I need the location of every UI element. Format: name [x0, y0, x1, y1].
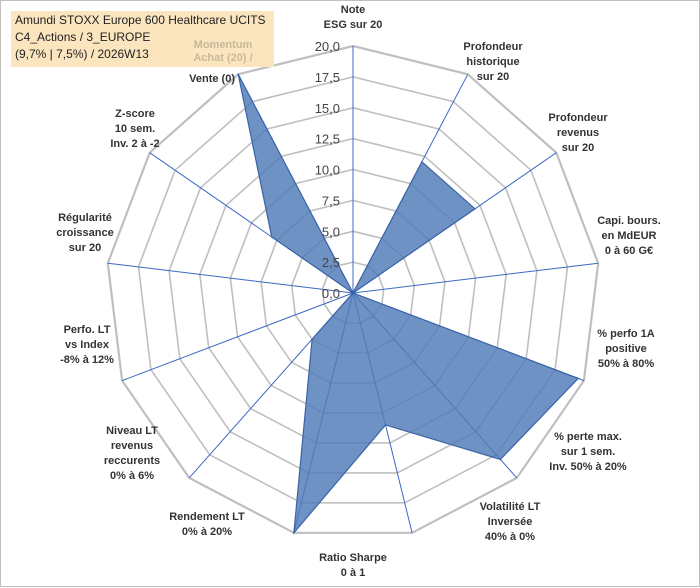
chart-title-box: Amundi STOXX Europe 600 Healthcare UCITS… [11, 11, 274, 67]
axis-label-2-line-1: revenus [557, 127, 599, 139]
axis-label-11-line-0: Régularité [58, 212, 112, 224]
axis-label-5-line-1: sur 1 sem. [561, 446, 615, 458]
axis-label-7-line-0: Ratio Sharpe [319, 552, 387, 564]
axis-label-6-line-2: 40% à 0% [485, 531, 535, 543]
axis-label-5-line-0: % perte max. [554, 431, 622, 443]
axis-label-2: Profondeur revenus sur 20 [548, 112, 608, 154]
axis-label-3-line-1: en MdEUR [602, 230, 657, 242]
legend-line-1: Momentum [193, 39, 253, 51]
tick-label-4: 10,0 [315, 163, 340, 178]
tick-label-3: 7,5 [322, 193, 340, 208]
axis-label-7: Ratio Sharpe 0 à 1 [319, 552, 387, 579]
axis-label-1-line-1: historique [466, 56, 519, 68]
label-layer: Note ESG sur 20 Profondeur historique sur 20… [56, 4, 661, 579]
grid-ring-6 [168, 106, 538, 474]
series-point-5 [499, 458, 502, 461]
series-point-4 [577, 377, 579, 380]
axis-label-8-line-1: 0% à 20% [182, 526, 232, 538]
axis-label-10-line-2: -8% à 12% [60, 354, 114, 366]
axis-label-9-line-1: revenus [111, 440, 153, 452]
legend-line-3: Vente (0) [189, 73, 235, 85]
tick-label-8: 20,0 [315, 39, 340, 54]
grid-ring-8 [106, 44, 600, 534]
axis-label-9: Niveau LT revenus reccurents 0% à 6% [104, 425, 160, 482]
axis-label-1-line-2: sur 20 [477, 71, 509, 83]
series-layer [237, 73, 580, 535]
series-legend: Momentum Achat (20) / [173, 39, 273, 65]
chart-title-line-2: C4_Actions / 3_EUROPE [15, 30, 151, 44]
tick-label-0: 0,0 [322, 286, 340, 301]
grid-ring-7 [137, 76, 569, 504]
series-point-2 [474, 208, 476, 210]
axis-label-8: Rendement LT 0% à 20% [169, 511, 245, 538]
axis-label-3-line-2: 0 à 60 G€ [605, 245, 653, 257]
axis-label-4-line-2: 50% à 80% [598, 358, 654, 370]
axis-label-11-line-1: croissance [56, 227, 113, 239]
axis-label-8-line-0: Rendement LT [169, 511, 245, 523]
series-point-12 [237, 73, 239, 76]
chart-title-line-3: (9,7% | 7,5%) / 2026W13 [15, 47, 149, 61]
axis-label-10-line-0: Perfo. LT [64, 324, 111, 336]
axis-label-4-line-0: % perfo 1A [597, 328, 655, 340]
tick-label-5: 12,5 [315, 132, 340, 147]
axis-label-3: Capi. bours. en MdEUR 0 à 60 G€ [597, 215, 661, 257]
axis-label-9-line-2: reccurents [104, 455, 160, 467]
axis-label-11: Régularité croissance sur 20 [56, 212, 113, 254]
axis-label-2-line-2: sur 20 [562, 142, 594, 154]
axis-label-4: % perfo 1A positive 50% à 80% [597, 328, 655, 370]
axis-label-12-line-1: 10 sem. [115, 123, 155, 135]
tick-label-6: 15,0 [315, 101, 340, 116]
axis-label-0-line-0: Note [341, 4, 365, 16]
legend-line-2: Achat (20) / [193, 52, 253, 64]
axis-label-6: Volatilité LT Inversée 40% à 0% [480, 501, 541, 543]
series-point-1 [421, 161, 423, 163]
tick-layer: 0,0 2,5 5,0 7,5 10,0 12,5 15,0 17,5 20,0 Vente (0… [189, 39, 340, 301]
series-point-8 [311, 338, 313, 341]
series-point-10 [352, 292, 354, 294]
axis-label-12: Z-score 10 sem. Inv. 2 à -2 [110, 108, 159, 150]
axis-label-12-line-0: Z-score [115, 108, 155, 120]
axis-label-12-line-2: Inv. 2 à -2 [110, 138, 159, 150]
axis-label-6-line-0: Volatilité LT [480, 501, 541, 513]
axis-label-4-line-1: positive [605, 343, 647, 355]
tick-label-7: 17,5 [315, 70, 340, 85]
axis-label-11-line-2: sur 20 [69, 242, 101, 254]
axis-label-10-line-1: vs Index [65, 339, 110, 351]
axis-label-0: Note ESG sur 20 [324, 4, 383, 31]
axis-label-5: % perte max. sur 1 sem. Inv. 50% à 20% [549, 431, 627, 473]
axis-spoke-10 [107, 262, 354, 294]
axis-spoke-9 [121, 292, 354, 382]
series-point-11 [270, 236, 273, 238]
axis-label-9-line-0: Niveau LT [106, 425, 158, 437]
axis-label-2-line-0: Profondeur [548, 112, 608, 124]
chart-title-line-1: Amundi STOXX Europe 600 Healthcare UCITS [15, 13, 266, 27]
axis-label-6-line-1: Inversée [488, 516, 533, 528]
axis-label-10: Perfo. LT vs Index -8% à 12% [60, 324, 114, 366]
series-point-6 [384, 424, 387, 426]
axis-label-7-line-1: 0 à 1 [341, 567, 365, 579]
tick-label-1: 2,5 [322, 255, 340, 270]
axis-label-5-line-2: Inv. 50% à 20% [549, 461, 627, 473]
axis-label-3-line-0: Capi. bours. [597, 215, 661, 227]
series-point-7 [293, 532, 295, 534]
axis-label-1-line-0: Profondeur [463, 41, 523, 53]
axis-spoke-3 [352, 262, 599, 294]
tick-label-2: 5,0 [322, 224, 340, 239]
axis-label-1: Profondeur historique sur 20 [463, 41, 523, 83]
axis-label-9-line-3: 0% à 6% [110, 470, 154, 482]
axis-label-0-line-1: ESG sur 20 [324, 19, 383, 31]
